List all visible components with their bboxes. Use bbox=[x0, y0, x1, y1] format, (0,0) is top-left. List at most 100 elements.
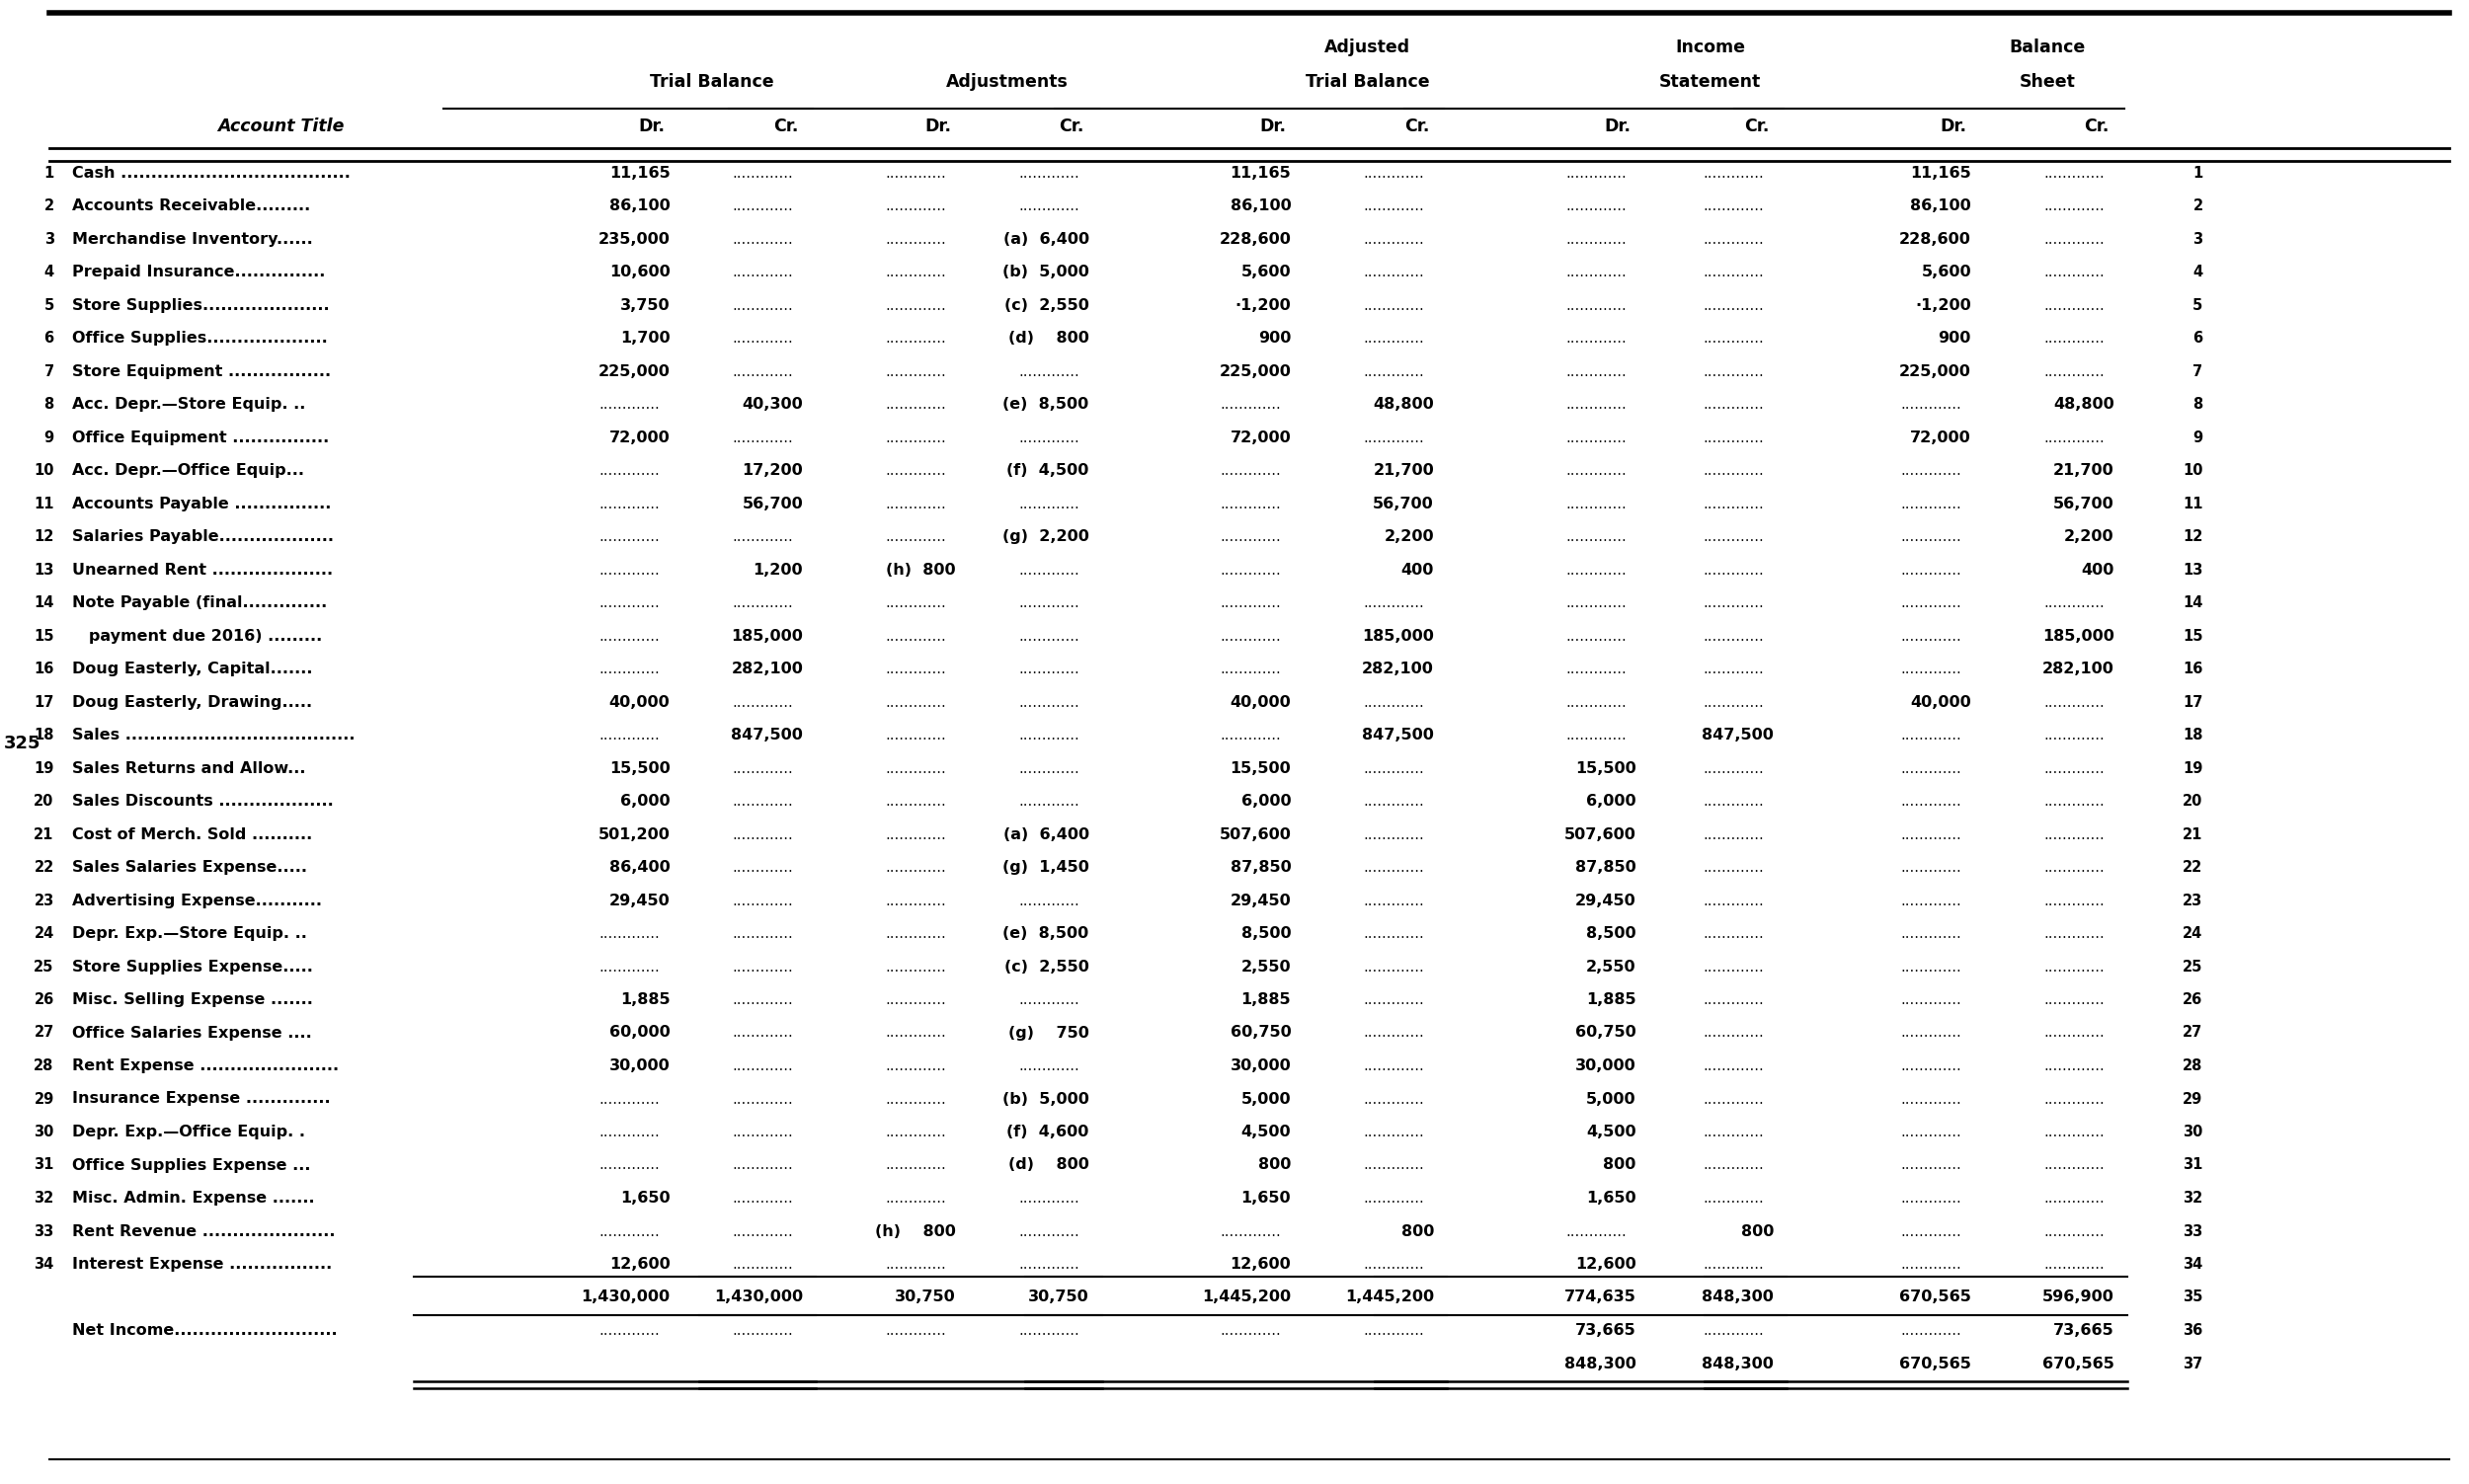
Text: 325: 325 bbox=[5, 735, 42, 752]
Text: 225,000: 225,000 bbox=[1220, 364, 1291, 378]
Text: 33: 33 bbox=[2183, 1224, 2202, 1239]
Text: 848,300: 848,300 bbox=[1701, 1290, 1775, 1304]
Text: .............: ............. bbox=[733, 827, 793, 841]
Text: 2,200: 2,200 bbox=[1385, 530, 1434, 545]
Text: .............: ............. bbox=[733, 1158, 793, 1172]
Text: .............: ............. bbox=[600, 959, 659, 974]
Text: .............: ............. bbox=[2044, 926, 2104, 941]
Text: 5: 5 bbox=[2192, 298, 2202, 313]
Text: .............: ............. bbox=[1565, 364, 1627, 378]
Text: 847,500: 847,500 bbox=[1701, 727, 1775, 742]
Text: .............: ............. bbox=[1220, 595, 1281, 610]
Text: 11: 11 bbox=[35, 496, 54, 510]
Text: .............: ............. bbox=[1220, 396, 1281, 411]
Text: Cost of Merch. Sold ..........: Cost of Merch. Sold .......... bbox=[72, 827, 311, 841]
Text: 31: 31 bbox=[35, 1158, 54, 1172]
Text: (f)  4,600: (f) 4,600 bbox=[1007, 1125, 1089, 1140]
Text: 73,665: 73,665 bbox=[2054, 1324, 2113, 1339]
Text: .............: ............. bbox=[1220, 562, 1281, 577]
Text: (f)  4,500: (f) 4,500 bbox=[1007, 463, 1089, 478]
Text: .............: ............. bbox=[2044, 1224, 2104, 1239]
Text: .............: ............. bbox=[884, 761, 946, 776]
Text: .............: ............. bbox=[1704, 1158, 1765, 1172]
Text: .............: ............. bbox=[1704, 165, 1765, 180]
Text: .............: ............. bbox=[733, 232, 793, 246]
Text: .............: ............. bbox=[1704, 893, 1765, 908]
Text: 30,000: 30,000 bbox=[610, 1058, 669, 1073]
Text: .............: ............. bbox=[884, 926, 946, 941]
Text: .............: ............. bbox=[1363, 165, 1425, 180]
Text: 8,500: 8,500 bbox=[1242, 926, 1291, 941]
Text: .............: ............. bbox=[1017, 993, 1079, 1008]
Text: 501,200: 501,200 bbox=[597, 827, 669, 841]
Text: 2: 2 bbox=[2192, 199, 2202, 214]
Text: .............: ............. bbox=[1017, 1058, 1079, 1073]
Text: .............: ............. bbox=[1017, 199, 1079, 214]
Text: .............: ............. bbox=[1017, 662, 1079, 677]
Text: 848,300: 848,300 bbox=[1563, 1356, 1637, 1371]
Text: Interest Expense .................: Interest Expense ................. bbox=[72, 1257, 331, 1272]
Text: (h)  800: (h) 800 bbox=[886, 562, 956, 577]
Text: .............: ............. bbox=[1901, 727, 1960, 742]
Text: 2: 2 bbox=[44, 199, 54, 214]
Text: .............: ............. bbox=[1565, 463, 1627, 478]
Text: .............: ............. bbox=[1901, 1125, 1960, 1140]
Text: .............: ............. bbox=[1363, 1158, 1425, 1172]
Text: Unearned Rent ....................: Unearned Rent .................... bbox=[72, 562, 333, 577]
Text: 6: 6 bbox=[44, 331, 54, 346]
Text: 14: 14 bbox=[35, 595, 54, 610]
Text: 2,550: 2,550 bbox=[1242, 959, 1291, 974]
Text: 30: 30 bbox=[35, 1125, 54, 1140]
Text: 235,000: 235,000 bbox=[597, 232, 669, 246]
Text: .............: ............. bbox=[1017, 727, 1079, 742]
Text: .............: ............. bbox=[2044, 1025, 2104, 1040]
Text: (c)  2,550: (c) 2,550 bbox=[1005, 959, 1089, 974]
Text: .............: ............. bbox=[1901, 1025, 1960, 1040]
Text: 8,500: 8,500 bbox=[1585, 926, 1637, 941]
Text: .............: ............. bbox=[2044, 695, 2104, 709]
Text: .............: ............. bbox=[1565, 595, 1627, 610]
Text: .............: ............. bbox=[1704, 861, 1765, 874]
Text: Doug Easterly, Drawing.....: Doug Easterly, Drawing..... bbox=[72, 695, 311, 709]
Text: .............: ............. bbox=[884, 496, 946, 510]
Text: 14: 14 bbox=[2183, 595, 2202, 610]
Text: 30: 30 bbox=[2183, 1125, 2202, 1140]
Text: Rent Expense .......................: Rent Expense ....................... bbox=[72, 1058, 338, 1073]
Text: .............: ............. bbox=[733, 794, 793, 809]
Text: .............: ............. bbox=[1901, 396, 1960, 411]
Text: .............: ............. bbox=[884, 595, 946, 610]
Text: 18: 18 bbox=[35, 727, 54, 742]
Text: .............: ............. bbox=[1901, 595, 1960, 610]
Text: 5,600: 5,600 bbox=[1242, 264, 1291, 279]
Text: .............: ............. bbox=[884, 430, 946, 445]
Text: .............: ............. bbox=[733, 1257, 793, 1272]
Text: .............: ............. bbox=[1565, 562, 1627, 577]
Text: Misc. Selling Expense .......: Misc. Selling Expense ....... bbox=[72, 993, 314, 1008]
Text: .............: ............. bbox=[600, 926, 659, 941]
Text: 1,700: 1,700 bbox=[620, 331, 669, 346]
Text: .............: ............. bbox=[733, 1125, 793, 1140]
Text: .............: ............. bbox=[1565, 331, 1627, 346]
Text: .............: ............. bbox=[600, 727, 659, 742]
Text: .............: ............. bbox=[1704, 1125, 1765, 1140]
Text: Doug Easterly, Capital.......: Doug Easterly, Capital....... bbox=[72, 662, 311, 677]
Text: .............: ............. bbox=[600, 595, 659, 610]
Text: .............: ............. bbox=[884, 364, 946, 378]
Text: .............: ............. bbox=[1704, 959, 1765, 974]
Text: .............: ............. bbox=[884, 959, 946, 974]
Text: 16: 16 bbox=[35, 662, 54, 677]
Text: .............: ............. bbox=[733, 761, 793, 776]
Text: (g)  2,200: (g) 2,200 bbox=[1002, 530, 1089, 545]
Text: .............: ............. bbox=[1363, 1324, 1425, 1339]
Text: Cr.: Cr. bbox=[1059, 117, 1084, 135]
Text: 25: 25 bbox=[2183, 959, 2202, 974]
Text: .............: ............. bbox=[884, 893, 946, 908]
Text: .............: ............. bbox=[1017, 496, 1079, 510]
Text: 28: 28 bbox=[35, 1058, 54, 1073]
Text: .............: ............. bbox=[884, 199, 946, 214]
Text: 27: 27 bbox=[2183, 1025, 2202, 1040]
Text: .............: ............. bbox=[1220, 496, 1281, 510]
Text: .............: ............. bbox=[1017, 893, 1079, 908]
Text: 800: 800 bbox=[1259, 1158, 1291, 1172]
Text: .............: ............. bbox=[1704, 662, 1765, 677]
